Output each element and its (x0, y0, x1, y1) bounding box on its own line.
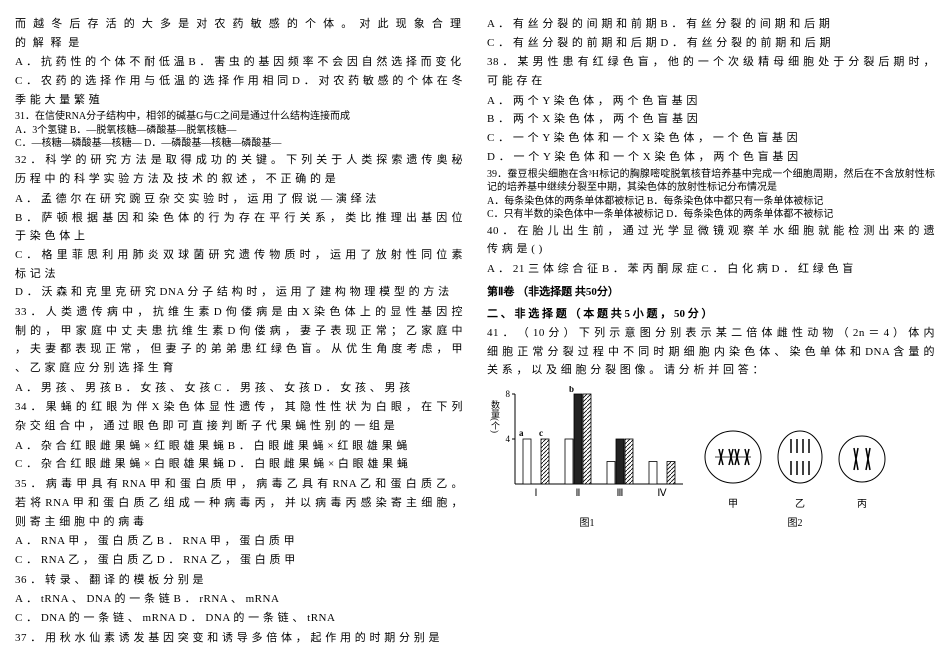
figures-row: 数量(个) 4 8 Ⅰ Ⅱ Ⅲ Ⅳa c b 图1 (487, 386, 935, 532)
q34-options: A ． 杂 合 红 眼 雌 果 蝇 × 红 眼 雄 果 蝇 B ． 白 眼 雌 … (15, 437, 463, 474)
svg-text:b: b (569, 386, 574, 394)
fig1-label: 图1 (487, 515, 687, 532)
q31-stem: 31．在信使RNA分子结构中，相邻的碱基G与C之间是通过什么结构连接而成 (15, 110, 463, 123)
q32-options: A ． 孟 德 尔 在 研 究 豌 豆 杂 交 实 验 时 ， 运 用 了 假 … (15, 190, 463, 302)
cell-jia-label: 甲 (703, 496, 763, 513)
cell-yi-label: 乙 (775, 496, 825, 513)
svg-text:8: 8 (506, 389, 511, 399)
q33-stem: 33 ． 人 类 遗 传 病 中 ， 抗 维 生 素 D 佝 偻 病 是 由 X… (15, 303, 463, 378)
q34-stem: 34 ． 果 蝇 的 红 眼 为 伴 X 染 色 体 显 性 遗 传 ， 其 隐… (15, 398, 463, 435)
q30-options: A ． 抗 药 性 的 个 体 不 耐 低 温 B ． 害 虫 的 基 因 频 … (15, 53, 463, 109)
svg-text:Ⅳ: Ⅳ (657, 488, 667, 499)
cell-jia (703, 427, 763, 487)
q31-options: A．3个氢键 B．—脱氧核糖—磷酸基—脱氧核糖— C．—核糖—磷酸基—核糖— D… (15, 124, 463, 150)
svg-text:Ⅰ: Ⅰ (535, 488, 538, 499)
q33-options: A ． 男 孩 、 男 孩 B ． 女 孩 、 女 孩 C ． 男 孩 、 女 … (15, 379, 463, 398)
q37-options: A ． 有 丝 分 裂 的 间 期 和 前 期 B ． 有 丝 分 裂 的 间 … (487, 15, 935, 52)
svg-text:数量(个): 数量(个) (490, 399, 500, 433)
figure-2-cells: 甲 乙 (703, 427, 887, 532)
q37-stem: 37 ． 用 秋 水 仙 素 诱 发 基 因 突 变 和 诱 导 多 倍 体 ，… (15, 629, 463, 648)
svg-text:Ⅱ: Ⅱ (576, 488, 581, 499)
svg-text:c: c (539, 428, 543, 438)
cell-bing-label: 丙 (837, 496, 887, 513)
q30-tail: 而 越 冬 后 存 活 的 大 多 是 对 农 药 敏 感 的 个 体 。 对 … (15, 15, 463, 52)
q41-stem: 41 ． （ 10 分 ） 下 列 示 意 图 分 别 表 示 某 二 倍 体 … (487, 324, 935, 380)
svg-text:Ⅲ: Ⅲ (617, 488, 624, 499)
q35-stem: 35 ． 病 毒 甲 具 有 RNA 甲 和 蛋 白 质 甲 ， 病 毒 乙 具… (15, 475, 463, 531)
section2-subtitle: 二 、 非 选 择 题 （ 本 题 共 5 小 题 ， 50 分 ） (487, 305, 935, 324)
q39-options: A．每条染色体的两条单体都被标记 B．每条染色体中都只有一条单体被标记 C．只有… (487, 195, 935, 221)
q40-stem: 40 ． 在 胎 儿 出 生 前 ， 通 过 光 学 显 微 镜 观 察 羊 水… (487, 222, 935, 259)
q40-options: A ． 21 三 体 综 合 征 B ． 苯 丙 酮 尿 症 C ． 白 化 病… (487, 260, 935, 279)
q32-stem: 32 ． 科 学 的 研 究 方 法 是 取 得 成 功 的 关 键 。 下 列… (15, 151, 463, 188)
q36-stem: 36 ． 转 录 、 翻 译 的 模 板 分 别 是 (15, 571, 463, 590)
svg-text:a: a (519, 428, 524, 438)
cell-bing (837, 432, 887, 487)
barchart-svg: 数量(个) 4 8 Ⅰ Ⅱ Ⅲ Ⅳa c b (487, 386, 687, 506)
svg-text:4: 4 (506, 434, 511, 444)
q39-stem: 39．蚕豆根尖细胞在含³H标记的胸腺嘧啶脱氧核苷培养基中完成一个细胞周期，然后在… (487, 168, 935, 194)
q38-stem: 38 ． 某 男 性 患 有 红 绿 色 盲 ， 他 的 一 个 次 级 精 母… (487, 53, 935, 90)
fig2-label: 图2 (703, 515, 887, 532)
q36-options: A ． tRNA 、 DNA 的 一 条 链 B ． rRNA 、 mRNA C… (15, 590, 463, 627)
figure-1-barchart: 数量(个) 4 8 Ⅰ Ⅱ Ⅲ Ⅳa c b 图1 (487, 386, 687, 532)
cell-yi (775, 427, 825, 487)
q35-options: A ． RNA 甲 ， 蛋 白 质 乙 B ． RNA 甲 ， 蛋 白 质 甲 … (15, 532, 463, 569)
q38-options: A ． 两 个 Y 染 色 体 ， 两 个 色 盲 基 因 B ． 两 个 X … (487, 92, 935, 167)
section2-title: 第Ⅱ卷 （非选择题 共50分） (487, 283, 935, 302)
